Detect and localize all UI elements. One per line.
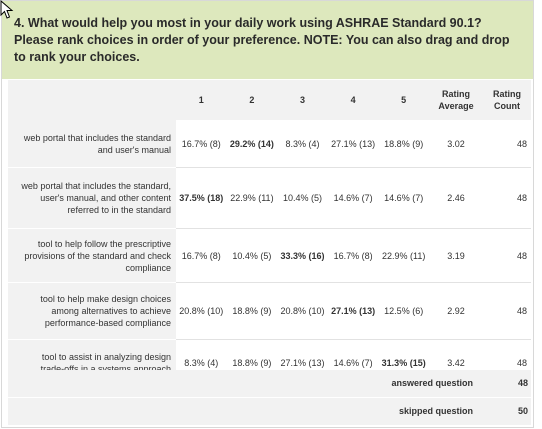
header-rating-average: Rating Average bbox=[429, 80, 483, 120]
rating-average-cell: 2.46 bbox=[429, 167, 483, 229]
table-row: web portal that includes the standard an… bbox=[8, 120, 531, 168]
rank-3-cell: 20.8% (10) bbox=[277, 282, 328, 340]
rank-3-cell: 10.4% (5) bbox=[277, 167, 328, 229]
header-blank bbox=[8, 80, 176, 120]
row-label: web portal that includes the standard an… bbox=[8, 120, 176, 168]
rank-5-cell: 14.6% (7) bbox=[378, 167, 429, 229]
header-rating-count: Rating Count bbox=[483, 80, 531, 120]
rating-average-cell: 3.02 bbox=[429, 120, 483, 168]
rating-count-cell: 48 bbox=[483, 282, 531, 340]
rating-average-cell: 2.92 bbox=[429, 282, 483, 340]
skipped-question-label: skipped question bbox=[398, 406, 473, 416]
rank-2-cell: 10.4% (5) bbox=[226, 228, 278, 283]
rank-4-cell: 16.7% (8) bbox=[327, 228, 379, 283]
rank-5-cell: 12.5% (6) bbox=[378, 282, 429, 340]
rank-4-cell: 14.6% (7) bbox=[327, 167, 379, 229]
row-label: tool to help follow the prescriptive pro… bbox=[8, 228, 176, 283]
header-rank-3: 3 bbox=[277, 80, 328, 120]
mouse-pointer-icon bbox=[0, 0, 14, 19]
rank-2-cell: 29.2% (14) bbox=[226, 120, 278, 168]
table-row: web portal that includes the standard, u… bbox=[8, 167, 531, 229]
rank-4-cell: 27.1% (13) bbox=[327, 282, 379, 340]
rating-average-cell: 3.19 bbox=[429, 228, 483, 283]
rating-count-cell: 48 bbox=[483, 228, 531, 283]
table-header-row: 1 2 3 4 5 Rating Average Rating Count bbox=[8, 80, 531, 120]
header-rank-5: 5 bbox=[378, 80, 429, 120]
answered-question-value: 48 bbox=[517, 378, 528, 388]
question-title: 4. What would help you most in your dail… bbox=[2, 1, 533, 79]
rank-3-cell: 33.3% (16) bbox=[277, 228, 328, 283]
header-rank-4: 4 bbox=[327, 80, 379, 120]
skipped-question-value: 50 bbox=[517, 406, 528, 416]
rank-1-cell: 16.7% (8) bbox=[176, 228, 227, 283]
rating-count-cell: 48 bbox=[483, 120, 531, 168]
skipped-question-row: skipped question 50 bbox=[8, 398, 531, 425]
rank-1-cell: 37.5% (18) bbox=[176, 167, 227, 229]
rank-1-cell: 20.8% (10) bbox=[176, 282, 227, 340]
header-rank-1: 1 bbox=[176, 80, 227, 120]
answered-question-label: answered question bbox=[391, 378, 473, 388]
rank-1-cell: 16.7% (8) bbox=[176, 120, 227, 168]
rank-5-cell: 22.9% (11) bbox=[378, 228, 429, 283]
ranking-results-table: 1 2 3 4 5 Rating Average Rating Count we… bbox=[8, 80, 531, 387]
rank-3-cell: 8.3% (4) bbox=[277, 120, 328, 168]
row-label: tool to help make design choices among a… bbox=[8, 282, 176, 340]
rank-2-cell: 18.8% (9) bbox=[226, 282, 278, 340]
table-row: tool to help follow the prescriptive pro… bbox=[8, 228, 531, 283]
header-rank-2: 2 bbox=[226, 80, 278, 120]
rank-4-cell: 27.1% (13) bbox=[327, 120, 379, 168]
answered-question-row: answered question 48 bbox=[8, 370, 531, 397]
rating-count-cell: 48 bbox=[483, 167, 531, 229]
row-label: web portal that includes the standard, u… bbox=[8, 167, 176, 229]
rank-2-cell: 22.9% (11) bbox=[226, 167, 278, 229]
table-row: tool to help make design choices among a… bbox=[8, 282, 531, 340]
rank-5-cell: 18.8% (9) bbox=[378, 120, 429, 168]
